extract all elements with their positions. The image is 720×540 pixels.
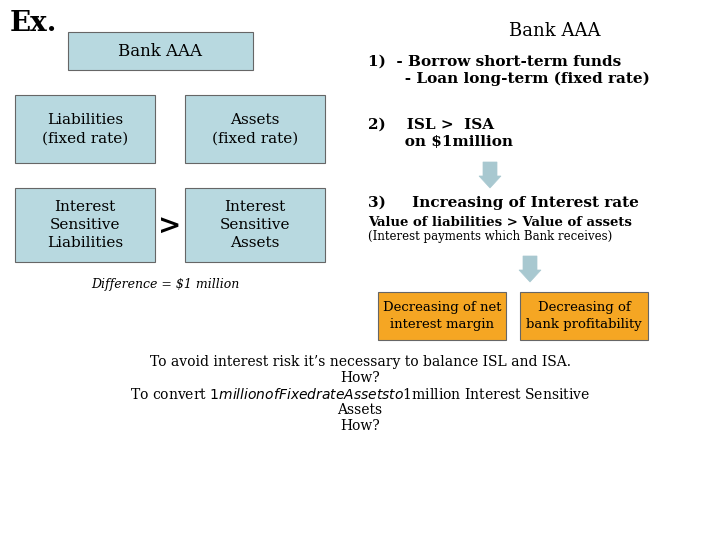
Text: Value of liabilities > Value of assets: Value of liabilities > Value of assets [368,216,632,229]
FancyBboxPatch shape [15,95,155,163]
Text: 1)  - Borrow short-term funds: 1) - Borrow short-term funds [368,55,621,69]
FancyBboxPatch shape [68,32,253,70]
FancyBboxPatch shape [520,292,648,340]
Text: To avoid interest risk it’s necessary to balance ISL and ISA.: To avoid interest risk it’s necessary to… [150,355,570,369]
FancyArrow shape [519,256,541,282]
Text: (Interest payments which Bank receives): (Interest payments which Bank receives) [368,230,612,243]
Text: To convert $1million of Fixed rate Assets to $1million Interest Sensitive: To convert $1million of Fixed rate Asset… [130,387,590,402]
Text: 3)     Increasing of Interest rate: 3) Increasing of Interest rate [368,196,639,211]
Text: on $1million: on $1million [368,135,513,149]
FancyArrow shape [479,162,501,188]
Text: Bank AAA: Bank AAA [119,43,202,59]
Text: Interest
Sensitive
Assets: Interest Sensitive Assets [220,200,290,251]
Text: Assets: Assets [338,403,382,417]
Text: Bank AAA: Bank AAA [509,22,600,40]
Text: Difference = $1 million: Difference = $1 million [91,278,239,291]
Text: Decreasing of net
interest margin: Decreasing of net interest margin [383,301,501,331]
FancyBboxPatch shape [185,188,325,262]
FancyBboxPatch shape [15,188,155,262]
Text: Ex.: Ex. [10,10,58,37]
Text: How?: How? [340,371,380,385]
Text: Assets
(fixed rate): Assets (fixed rate) [212,113,298,145]
FancyBboxPatch shape [185,95,325,163]
Text: 2)    ISL >  ISA: 2) ISL > ISA [368,118,494,132]
Text: Liabilities
(fixed rate): Liabilities (fixed rate) [42,113,128,145]
Text: - Loan long-term (fixed rate): - Loan long-term (fixed rate) [368,72,650,86]
Text: How?: How? [340,419,380,433]
FancyBboxPatch shape [378,292,506,340]
Text: >: > [158,213,181,240]
Text: Interest
Sensitive
Liabilities: Interest Sensitive Liabilities [47,200,123,251]
Text: Decreasing of
bank profitability: Decreasing of bank profitability [526,301,642,331]
